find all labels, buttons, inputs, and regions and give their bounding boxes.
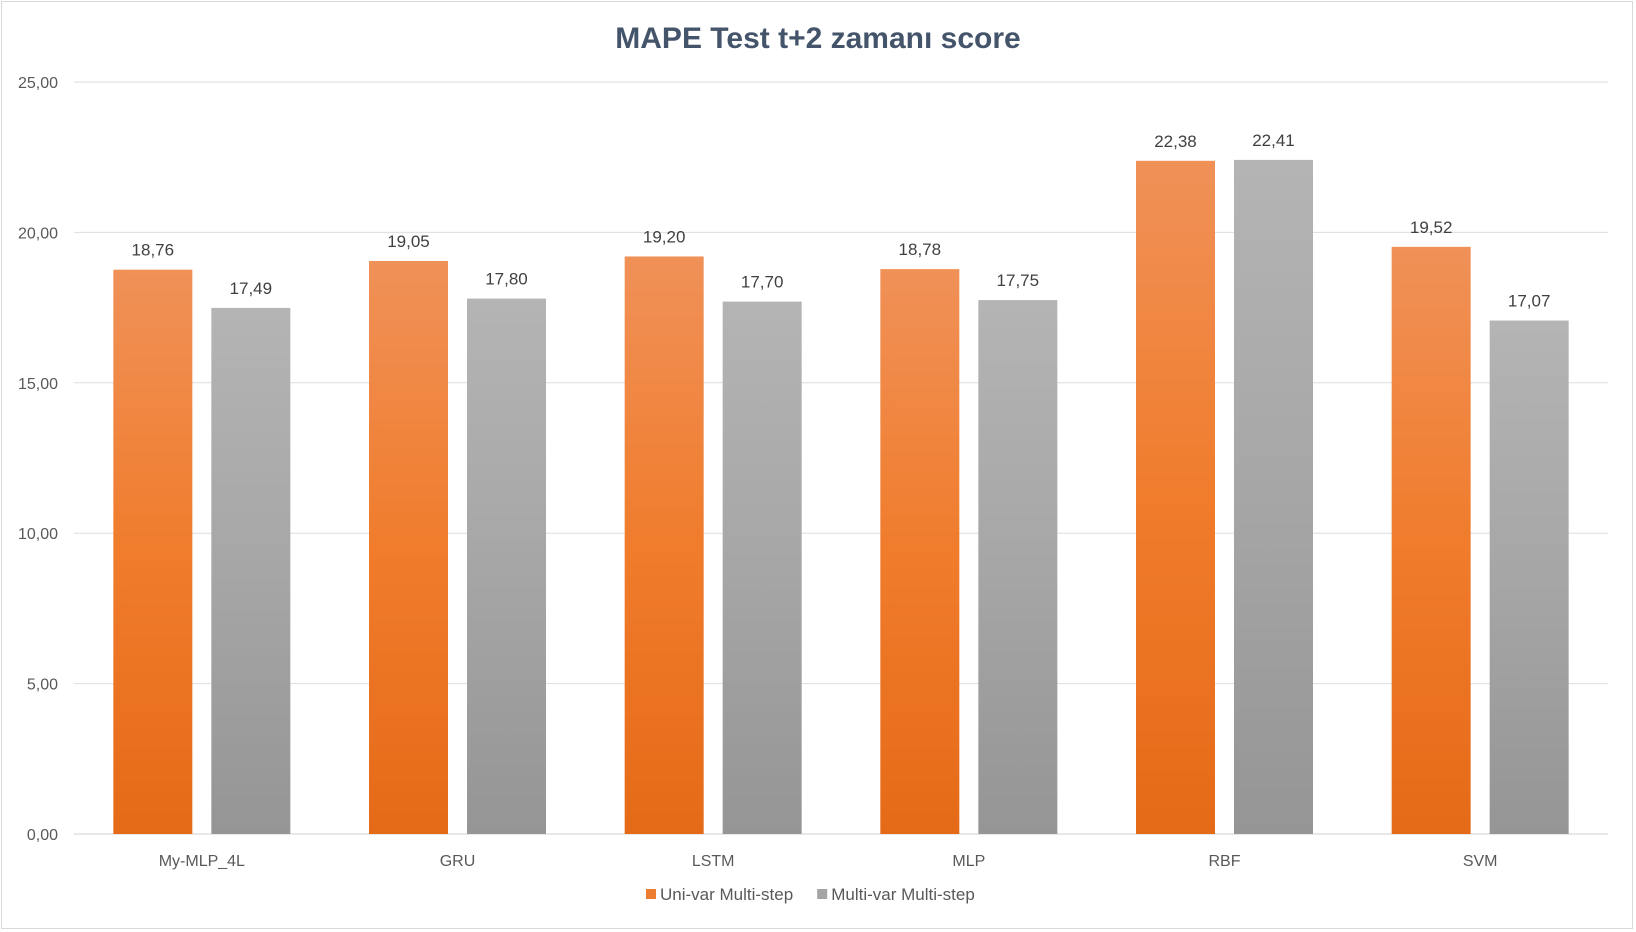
data-label: 17,70: [741, 273, 784, 292]
bar: [1391, 246, 1471, 835]
bar: [211, 307, 291, 835]
y-tick-label: 0,00: [27, 827, 58, 844]
legend-label: Uni-var Multi-step: [660, 885, 793, 904]
y-axis: 0,00 5,00 10,00 15,00 20,00 25,00: [18, 75, 58, 844]
x-tick-label: LSTM: [692, 853, 735, 870]
bar: [978, 300, 1058, 835]
data-label: 17,49: [230, 279, 273, 298]
y-tick-label: 15,00: [18, 376, 58, 393]
data-label: 22,41: [1252, 131, 1295, 150]
x-tick-label: SVM: [1463, 853, 1498, 870]
x-tick-label: RBF: [1209, 853, 1241, 870]
bars: [113, 159, 1569, 835]
x-tick-label: MLP: [952, 853, 985, 870]
y-tick-label: 25,00: [18, 75, 58, 92]
bar: [624, 256, 704, 834]
bar: [113, 269, 193, 834]
x-tick-label: GRU: [440, 853, 476, 870]
data-label: 17,07: [1508, 292, 1551, 311]
bar: [880, 269, 960, 834]
chart-title: MAPE Test t+2 zamanı score: [615, 22, 1020, 55]
x-tick-label: My-MLP_4L: [159, 853, 245, 870]
bar: [1136, 160, 1215, 835]
bar: [722, 301, 802, 835]
y-tick-label: 20,00: [18, 225, 58, 242]
data-label: 18,78: [899, 240, 942, 259]
data-label: 19,52: [1410, 218, 1453, 237]
data-label: 19,20: [643, 227, 686, 246]
x-axis: My-MLP_4L GRU LSTM MLP RBF SVM: [159, 853, 1498, 870]
bar: [1234, 159, 1313, 834]
bar: [1489, 320, 1569, 834]
data-labels: 18,76 17,49 19,05 17,80 19,20 17,70 18,78 17,75…: [132, 131, 1551, 311]
data-label: 17,80: [485, 270, 528, 289]
data-label: 19,05: [387, 232, 430, 251]
legend-swatch: [817, 889, 828, 899]
data-label: 18,76: [132, 241, 175, 260]
legend-label: Multi-var Multi-step: [831, 885, 975, 904]
data-label: 22,38: [1154, 132, 1197, 151]
y-tick-label: 10,00: [18, 526, 58, 543]
bar: [467, 298, 546, 834]
bar: [369, 260, 448, 834]
gridlines: [74, 81, 1608, 835]
data-label: 17,75: [997, 271, 1040, 290]
y-tick-label: 5,00: [27, 677, 58, 694]
legend-swatch: [646, 889, 656, 899]
legend: Uni-var Multi-step Multi-var Multi-step: [646, 885, 975, 904]
